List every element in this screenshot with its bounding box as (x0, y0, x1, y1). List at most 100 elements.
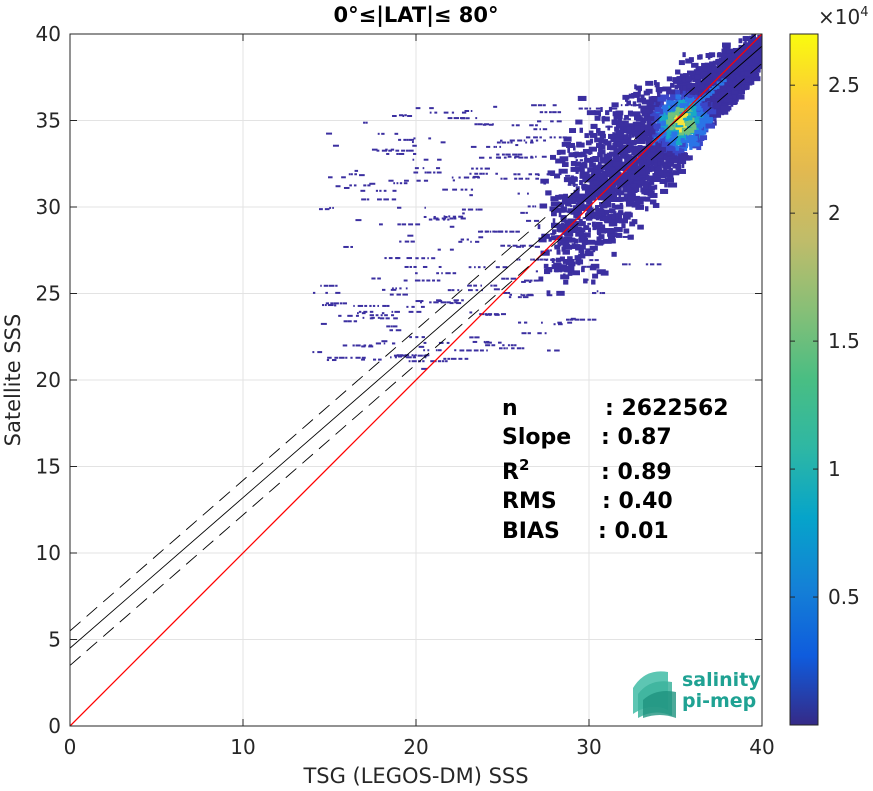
density-cell (499, 347, 503, 350)
density-cell (605, 125, 608, 128)
density-cell (412, 158, 415, 161)
density-cell (660, 156, 664, 162)
density-cell (705, 79, 711, 84)
density-cell (578, 107, 583, 110)
density-cell (537, 224, 541, 230)
density-cell (429, 301, 432, 304)
density-cell (588, 199, 593, 205)
density-cell (355, 344, 361, 347)
density-cell (385, 148, 388, 151)
density-cell (627, 110, 634, 116)
density-cell (389, 329, 394, 332)
density-cell (355, 356, 361, 359)
density-cell (480, 284, 482, 287)
density-cell (676, 83, 683, 89)
density-cell (394, 132, 399, 135)
density-cell (493, 288, 500, 291)
density-cell (377, 316, 380, 319)
density-cell (587, 149, 593, 155)
density-cell (594, 224, 601, 230)
density-cell (572, 270, 581, 276)
density-cell (424, 356, 427, 359)
density-cell (725, 47, 731, 53)
density-cell (453, 299, 459, 302)
density-cell (477, 123, 483, 126)
density-cell (591, 292, 597, 295)
density-cell (662, 86, 672, 92)
density-cell (640, 127, 649, 133)
density-cell (564, 240, 566, 243)
density-cell (464, 357, 469, 360)
density-cell (500, 139, 503, 142)
density-cell (626, 156, 634, 162)
density-cell (462, 212, 465, 215)
density-cell (404, 265, 409, 268)
density-cell (623, 187, 630, 193)
density-cell (607, 213, 615, 219)
density-cell (610, 208, 615, 214)
density-cell (653, 123, 661, 129)
density-cell (611, 214, 616, 220)
density-cell (685, 96, 695, 102)
density-cell (412, 144, 417, 147)
density-cell (691, 73, 696, 79)
density-cell (667, 112, 676, 118)
density-cell (510, 344, 514, 347)
density-cell (510, 141, 513, 144)
density-cell (607, 231, 616, 237)
density-cell (523, 139, 526, 142)
density-cell (524, 156, 528, 159)
density-cell (646, 120, 656, 126)
density-cell (521, 347, 525, 350)
density-cell (640, 94, 645, 100)
density-cell (362, 316, 365, 319)
density-cell (635, 199, 644, 205)
density-cell (557, 224, 567, 229)
density-cell (646, 99, 655, 105)
density-cell (510, 277, 517, 280)
density-cell (447, 357, 451, 360)
density-cell (550, 232, 555, 235)
density-cell (655, 116, 659, 122)
density-cell (464, 188, 468, 191)
density-cell (602, 144, 606, 150)
density-cell (634, 176, 641, 181)
density-cell (606, 145, 611, 151)
density-cell (504, 230, 508, 233)
density-cell (675, 140, 683, 146)
stat-label: Slope (502, 425, 571, 450)
density-cell (496, 141, 501, 144)
density-cell (556, 249, 561, 255)
density-cell (653, 162, 658, 168)
density-cell (740, 49, 745, 55)
density-cell (755, 45, 760, 51)
density-cell (397, 223, 401, 226)
density-cell (667, 129, 672, 133)
density-cell (599, 133, 606, 139)
density-cell (632, 145, 642, 151)
density-cell (743, 42, 749, 48)
density-cell (437, 248, 441, 251)
density-cell (500, 313, 506, 316)
density-cell (581, 240, 588, 246)
density-cell (415, 107, 421, 110)
density-cell (600, 193, 608, 199)
density-cell (495, 156, 501, 159)
density-cell (413, 265, 417, 268)
density-cell (608, 125, 613, 128)
density-cell (709, 76, 714, 82)
density-cell (758, 63, 762, 69)
density-cell (595, 221, 603, 227)
density-cell (402, 293, 408, 296)
density-cell (559, 264, 568, 270)
density-cell (687, 130, 692, 136)
density-cell (549, 111, 552, 114)
density-cell (621, 223, 626, 229)
density-cell (671, 131, 678, 137)
density-cell (518, 156, 524, 159)
density-cell (749, 72, 760, 78)
density-cell (697, 123, 703, 129)
density-cell (597, 172, 607, 178)
density-cell (761, 38, 762, 44)
density-cell (557, 321, 562, 324)
